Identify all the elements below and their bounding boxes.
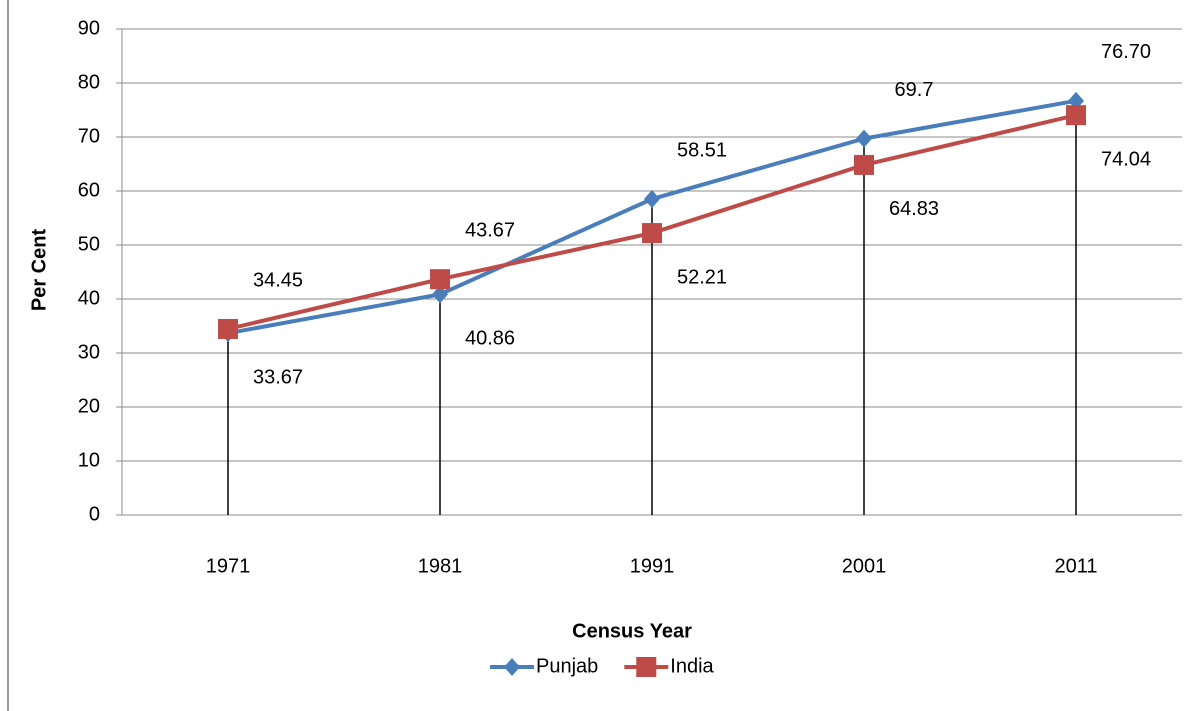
legend-marker: [504, 658, 520, 676]
marker: [856, 129, 872, 148]
legend-marker: [636, 657, 657, 677]
y-axis-title: Per Cent: [28, 229, 50, 312]
data-label: 76.70: [1101, 41, 1151, 63]
y-tick-label: 60: [78, 179, 100, 201]
y-tick-label: 10: [78, 449, 100, 471]
data-label: 58.51: [677, 139, 727, 161]
x-tick-label: 2001: [842, 555, 887, 577]
x-tick-label: 2011: [1054, 555, 1097, 577]
y-tick-label: 50: [78, 233, 100, 255]
marker: [218, 318, 238, 339]
y-tick-label: 70: [78, 125, 100, 147]
data-label: 34.45: [253, 269, 303, 291]
y-tick-label: 0: [89, 503, 100, 525]
data-label: 69.7: [895, 79, 934, 101]
data-label: 64.83: [889, 198, 939, 220]
y-tick-label: 40: [78, 287, 100, 309]
data-label: 43.67: [465, 219, 515, 241]
y-tick-label: 20: [78, 395, 100, 417]
x-tick-label: 1971: [206, 555, 251, 577]
marker: [854, 154, 874, 175]
marker: [430, 269, 450, 290]
data-label: 74.04: [1101, 148, 1151, 170]
marker: [1066, 105, 1086, 126]
legend-label: India: [670, 655, 714, 677]
x-tick-label: 1991: [630, 555, 675, 577]
x-tick-label: 1981: [418, 555, 463, 577]
legend-label: Punjab: [536, 655, 598, 677]
marker: [644, 190, 660, 209]
data-label: 52.21: [677, 266, 727, 288]
data-label: 40.86: [465, 328, 515, 350]
marker: [432, 285, 448, 304]
x-axis-title: Census Year: [572, 620, 692, 642]
y-tick-label: 30: [78, 341, 100, 363]
y-tick-label: 80: [78, 71, 100, 93]
y-tick-label: 90: [78, 17, 100, 39]
marker: [642, 223, 662, 244]
data-label: 33.67: [253, 366, 303, 388]
